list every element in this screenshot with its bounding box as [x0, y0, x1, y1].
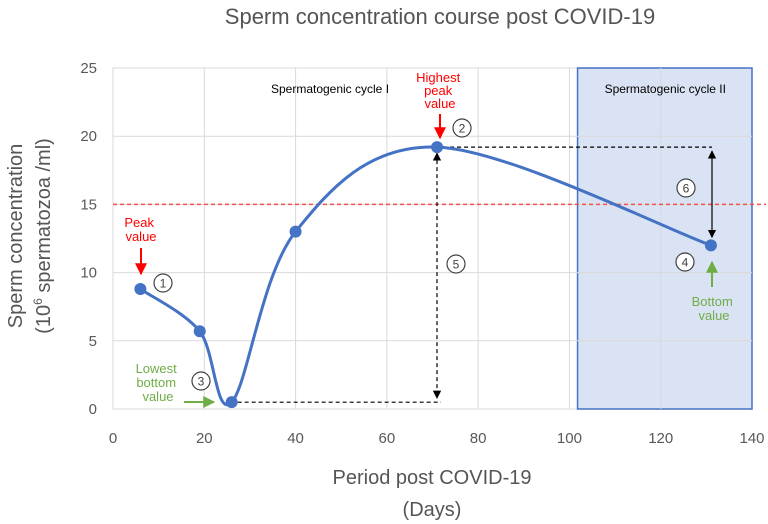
dashed-connectors [237, 146, 717, 403]
data-point [704, 239, 717, 252]
y-axis-label-line-1: Sperm concentration [5, 144, 27, 329]
peak-value-label: Peak value [124, 215, 157, 244]
x-tick-label: 120 [648, 430, 673, 447]
marker-number: 2 [459, 122, 466, 136]
y-axis-label-prefix: (10 [33, 305, 55, 334]
spermatogenic-cycle-2-label: Spermatogenic cycle II [605, 82, 726, 96]
y-tick-label: 25 [80, 60, 97, 77]
marker-number: 4 [682, 256, 689, 270]
y-axis-label-line-2: (106 spermatozoa /ml) [31, 138, 55, 334]
marker-circle [191, 371, 211, 391]
marker-circle [676, 178, 696, 198]
marker-number: 6 [683, 182, 690, 196]
marker-number: 5 [453, 258, 460, 272]
y-tick-label: 15 [80, 196, 97, 213]
chart-title: Sperm concentration course post COVID-19 [225, 4, 655, 29]
y-tick-label: 0 [89, 401, 97, 418]
x-tick-label: 140 [739, 430, 764, 447]
y-axis-label-suffix: spermatozoa /ml) [33, 138, 55, 298]
marker-circle [153, 273, 173, 293]
peak-value-line-2: value [125, 229, 156, 244]
highest-peak-value-line-1: Highest [416, 70, 460, 85]
y-tick-label: 5 [89, 333, 97, 350]
data-point [289, 225, 302, 238]
highest-peak-value-line-2: peak [424, 83, 453, 98]
lowest-bottom-value-label: Lowest bottom value [136, 361, 181, 404]
highest-peak-value-line-3: value [424, 96, 455, 111]
y-axis-label: Sperm concentration (106 spermatozoa /ml… [5, 138, 55, 334]
x-axis-label-line-2: (Days) [403, 499, 462, 521]
x-axis-label-line-1: Period post COVID-19 [333, 467, 532, 489]
x-tick-label: 80 [470, 430, 487, 447]
x-tick-label: 60 [379, 430, 396, 447]
plot-area [112, 67, 766, 410]
data-point [431, 141, 444, 154]
y-axis-label-superscript: 6 [31, 298, 45, 305]
spermatogenic-cycle-2-region [576, 67, 753, 410]
marker-circle [452, 118, 472, 138]
x-tick-label: 20 [196, 430, 213, 447]
lowest-bottom-value-line-1: Lowest [136, 361, 178, 376]
y-tick-label: 20 [80, 128, 97, 145]
marker-circle [675, 252, 695, 272]
bottom-value-label: Bottom value [692, 294, 737, 323]
lowest-bottom-value-line-3: value [142, 389, 173, 404]
marker-number: 1 [160, 277, 167, 291]
data-point [193, 325, 206, 338]
peak-value-line-1: Peak [124, 215, 154, 230]
x-tick-label: 0 [109, 430, 117, 447]
spermatogenic-cycle-1-label: Spermatogenic cycle I [271, 82, 389, 96]
highest-peak-value-label: Highest peak value [416, 70, 464, 111]
data-point [134, 282, 147, 295]
y-axis-ticks: 0 5 10 15 20 25 [80, 60, 97, 418]
x-tick-label: 100 [557, 430, 582, 447]
marker-number: 3 [198, 375, 205, 389]
data-point [225, 396, 238, 409]
circled-markers: 1 2 3 4 5 6 [153, 118, 696, 391]
x-tick-label: 40 [287, 430, 304, 447]
lowest-bottom-value-line-2: bottom [136, 375, 176, 390]
bottom-value-line-2: value [698, 308, 729, 323]
annotation-arrows [135, 114, 718, 408]
marker-circle [446, 254, 466, 274]
data-points [134, 141, 717, 409]
bottom-value-line-1: Bottom [692, 294, 733, 309]
x-axis-ticks: 0 20 40 60 80 100 120 140 [109, 430, 765, 447]
y-tick-label: 10 [80, 265, 97, 282]
